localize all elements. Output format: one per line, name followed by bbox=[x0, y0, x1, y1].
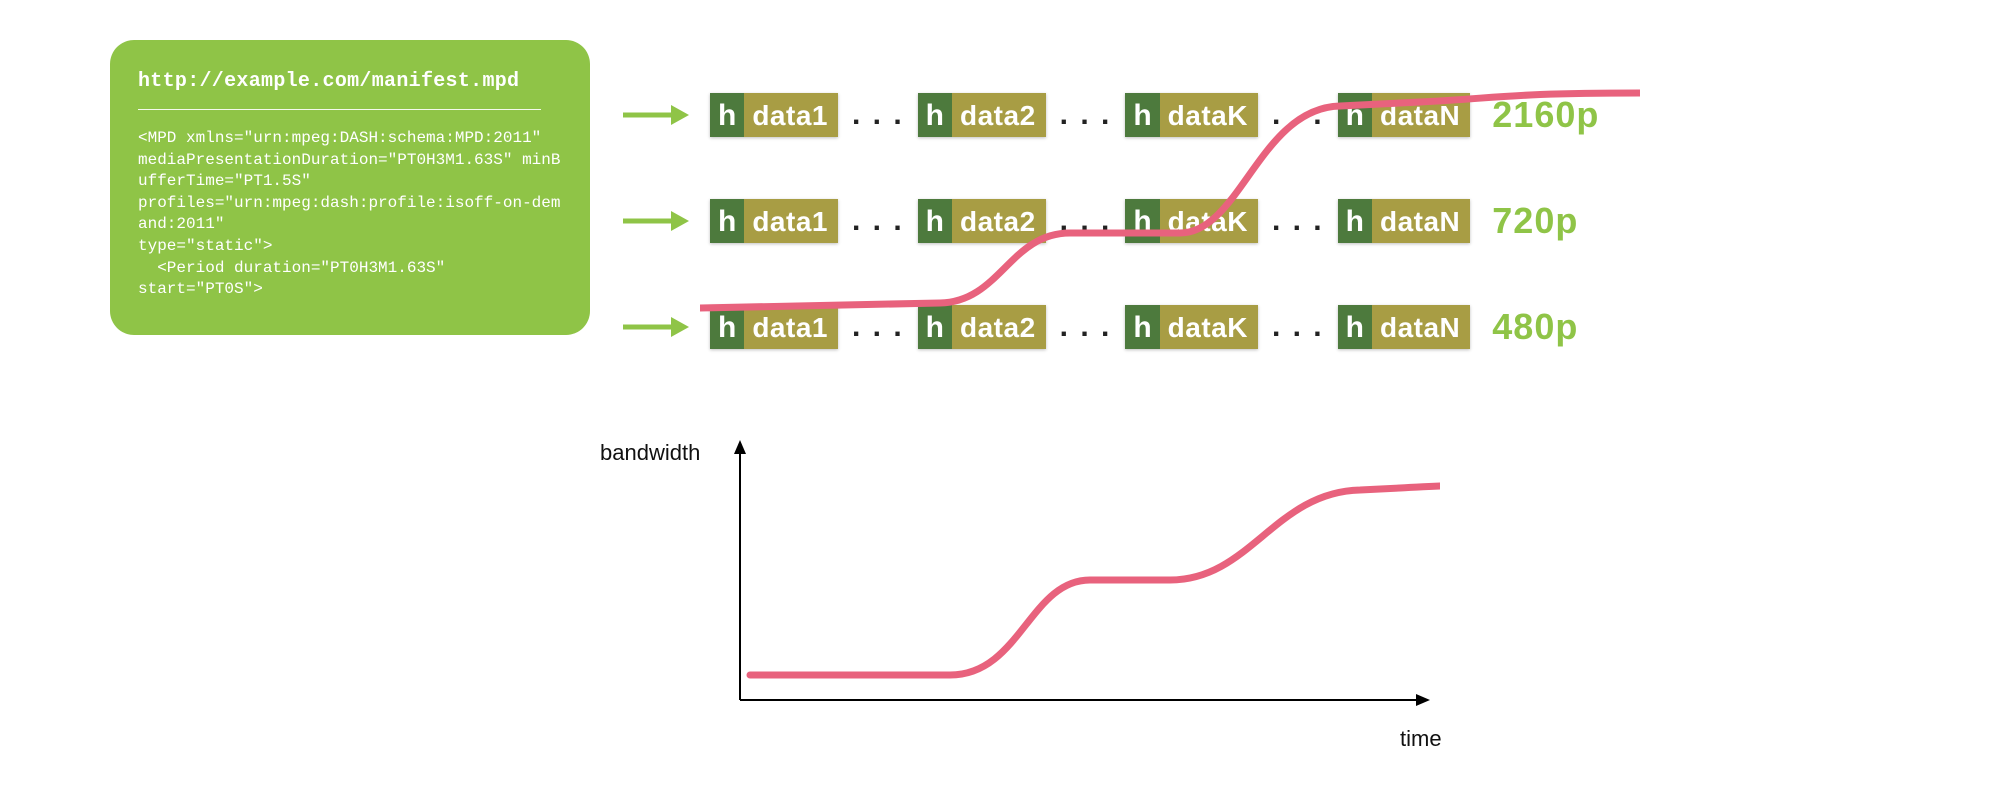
segment-label: data1 bbox=[744, 305, 838, 349]
x-axis-arrowhead-icon bbox=[1416, 694, 1430, 706]
manifest-box: http://example.com/manifest.mpd <MPD xml… bbox=[110, 40, 590, 335]
segment-header-icon: h bbox=[918, 305, 952, 349]
ellipsis: . . . bbox=[1264, 312, 1332, 342]
manifest-url: http://example.com/manifest.mpd bbox=[138, 70, 562, 93]
arrow-right-icon bbox=[620, 102, 690, 128]
segment-header-icon: h bbox=[1338, 305, 1372, 349]
ellipsis: . . . bbox=[844, 206, 912, 236]
x-axis-label: time bbox=[1400, 726, 1442, 752]
ellipsis: . . . bbox=[1052, 100, 1120, 130]
segments: hdata1 . . . hdata2 . . . hdataK . . . h… bbox=[710, 199, 1470, 243]
segment: hdataK bbox=[1125, 93, 1258, 137]
segment-label: dataN bbox=[1372, 93, 1470, 137]
quality-label: 720p bbox=[1492, 200, 1578, 242]
stream-row-480p: hdata1 . . . hdata2 . . . hdataK . . . h… bbox=[620, 302, 1940, 352]
segment-header-icon: h bbox=[918, 199, 952, 243]
segment: hdata2 bbox=[918, 93, 1046, 137]
segments: hdata1 . . . hdata2 . . . hdataK . . . h… bbox=[710, 93, 1470, 137]
segment: hdataN bbox=[1338, 199, 1471, 243]
arrow-right-icon bbox=[620, 314, 690, 340]
y-axis-arrowhead-icon bbox=[734, 440, 746, 454]
segment: hdataN bbox=[1338, 305, 1471, 349]
quality-label: 2160p bbox=[1492, 94, 1599, 136]
segment: hdata1 bbox=[710, 199, 838, 243]
segment: hdataK bbox=[1125, 305, 1258, 349]
chart-svg bbox=[640, 430, 1440, 730]
segment-label: data1 bbox=[744, 199, 838, 243]
segment-rows: hdata1 . . . hdata2 . . . hdataK . . . h… bbox=[620, 90, 1940, 408]
segment-label: data2 bbox=[952, 93, 1046, 137]
ellipsis: . . . bbox=[1264, 100, 1332, 130]
ellipsis: . . . bbox=[1264, 206, 1332, 236]
segment-label: dataN bbox=[1372, 199, 1470, 243]
segment: hdata1 bbox=[710, 305, 838, 349]
y-axis-label: bandwidth bbox=[600, 440, 700, 466]
bandwidth-chart: bandwidth time bbox=[640, 430, 1540, 770]
ellipsis: . . . bbox=[844, 312, 912, 342]
segment-label: data2 bbox=[952, 199, 1046, 243]
segment: hdataN bbox=[1338, 93, 1471, 137]
segment: hdata1 bbox=[710, 93, 838, 137]
quality-label: 480p bbox=[1492, 306, 1578, 348]
segment-header-icon: h bbox=[918, 93, 952, 137]
segment-label: data2 bbox=[952, 305, 1046, 349]
arrow-right-icon bbox=[620, 208, 690, 234]
segment-header-icon: h bbox=[1338, 93, 1372, 137]
ellipsis: . . . bbox=[844, 100, 912, 130]
segment-label: dataK bbox=[1160, 199, 1258, 243]
stream-row-2160p: hdata1 . . . hdata2 . . . hdataK . . . h… bbox=[620, 90, 1940, 140]
segment-header-icon: h bbox=[1125, 305, 1159, 349]
segment-header-icon: h bbox=[710, 93, 744, 137]
segment: hdata2 bbox=[918, 199, 1046, 243]
divider bbox=[138, 109, 541, 110]
segment-label: dataN bbox=[1372, 305, 1470, 349]
segment: hdataK bbox=[1125, 199, 1258, 243]
segment-header-icon: h bbox=[1338, 199, 1372, 243]
segment-label: data1 bbox=[744, 93, 838, 137]
segment-header-icon: h bbox=[710, 199, 744, 243]
segments: hdata1 . . . hdata2 . . . hdataK . . . h… bbox=[710, 305, 1470, 349]
segment-header-icon: h bbox=[1125, 93, 1159, 137]
segment-label: dataK bbox=[1160, 93, 1258, 137]
bandwidth-curve bbox=[750, 485, 1440, 675]
segment-header-icon: h bbox=[1125, 199, 1159, 243]
segment-label: dataK bbox=[1160, 305, 1258, 349]
segment: hdata2 bbox=[918, 305, 1046, 349]
manifest-xml-code: <MPD xmlns="urn:mpeg:DASH:schema:MPD:201… bbox=[138, 128, 562, 301]
ellipsis: . . . bbox=[1052, 206, 1120, 236]
stream-row-720p: hdata1 . . . hdata2 . . . hdataK . . . h… bbox=[620, 196, 1940, 246]
ellipsis: . . . bbox=[1052, 312, 1120, 342]
segment-header-icon: h bbox=[710, 305, 744, 349]
